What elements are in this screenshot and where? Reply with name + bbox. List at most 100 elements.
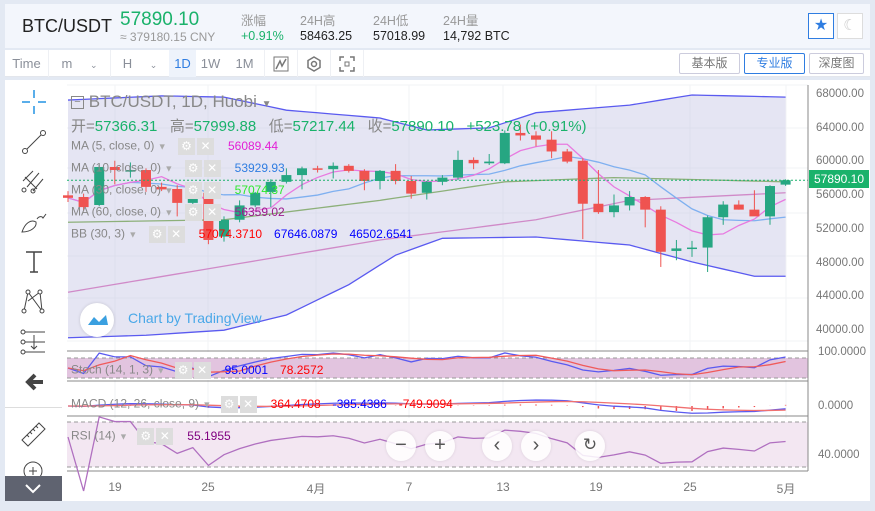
indicator-icon[interactable] [265,50,298,77]
candle-body [484,161,495,164]
candle-body [515,132,526,136]
close-icon[interactable]: ✕ [203,204,221,221]
chevron-down-icon[interactable]: ▼ [119,431,128,442]
reset-chart-button[interactable]: ↻ [575,431,605,461]
chevron-down-icon: ⌄ [149,60,158,70]
stat-value: +0.91% [241,29,284,43]
last-price-tag: 57890.10 [809,170,869,188]
pro-version-button[interactable]: 专业版 [744,53,805,74]
minute-dropdown[interactable]: m ⌄ [49,50,111,77]
close-icon[interactable]: ✕ [196,138,214,155]
chevron-down-icon[interactable]: ▼ [156,365,166,376]
stoch-legend: Stoch (14, 1, 3) ▼ ⚙ ✕ 95.0001 78.2572 [71,362,323,379]
rsi-legend: RSI (14) ▼ ⚙ ✕ 55.1955 [71,428,231,445]
last-price: 57890.10 [120,9,200,30]
price-axis-label: 48000.00 [816,256,864,269]
close-icon[interactable]: ✕ [167,226,185,243]
gear-icon[interactable]: ⚙ [184,182,202,199]
trend-line-icon[interactable] [19,127,49,157]
candle-body [765,186,775,217]
macd-signal-line [67,400,786,412]
low-label: 低= [268,118,293,135]
stat-label: 24H量 [443,14,479,28]
price-axis-label: 60000.00 [816,155,864,168]
gear-icon[interactable]: ⚙ [148,226,166,243]
interval-1d[interactable]: 1D [169,50,196,77]
chevron-down-icon[interactable]: ▼ [164,207,174,218]
candle-body [546,139,557,152]
interval-1w[interactable]: 1W [200,56,221,71]
collapse-legend-icon[interactable]: − [71,96,84,110]
indicator-legend: MA (30, close, 0) ▼ ⚙ ✕ 57074.37 [71,182,285,199]
chevron-down-icon[interactable]: ▼ [261,99,272,110]
candle-body [250,192,261,206]
moon-icon[interactable]: ☾ [837,13,863,39]
crosshair-icon[interactable] [19,87,49,117]
candle-body [702,217,713,248]
gear-icon[interactable]: ⚙ [184,160,202,177]
candle-body [468,159,479,164]
scroll-left-button[interactable]: ‹ [482,431,512,461]
depth-chart-button[interactable]: 深度图 [809,53,864,74]
close-icon[interactable]: ✕ [156,428,174,445]
hour-label: H [122,56,133,71]
collapse-button[interactable] [5,476,62,501]
candle-body [780,180,791,185]
time-button[interactable]: Time [5,50,49,77]
pitchfork-icon[interactable] [19,167,49,197]
gear-icon[interactable]: ⚙ [177,138,195,155]
time-axis-label: 13 [496,480,510,494]
rsi-axis-label: 40.0000 [818,449,860,461]
gear-icon[interactable]: ⚙ [220,396,238,413]
settings-hexagon-icon[interactable] [298,50,331,77]
favorite-star-icon[interactable]: ★ [808,13,834,39]
zoom-out-button[interactable]: − [386,431,416,461]
chevron-down-icon[interactable]: ▼ [157,141,167,152]
candle-body [187,195,198,203]
candle-body [499,132,510,164]
text-icon[interactable] [19,247,49,277]
chevron-down-icon[interactable]: ▼ [128,229,138,240]
brush-icon[interactable] [19,207,49,237]
interval-1m[interactable]: 1M [225,50,265,77]
gear-icon[interactable]: ⚙ [184,204,202,221]
price-axis-label: 44000.00 [816,290,864,303]
gear-icon[interactable]: ⚙ [174,362,192,379]
candle-body [562,151,573,162]
scroll-right-button[interactable]: › [521,431,551,461]
chevron-down-icon[interactable]: ▼ [202,399,212,410]
indicator-name: BB (30, 3) [71,226,126,241]
back-arrow-icon[interactable] [19,367,49,397]
macd-axis-label: 0.0000 [818,400,854,412]
pattern-icon[interactable] [19,287,49,317]
measure-lines-icon[interactable] [19,327,49,357]
chevron-down-icon[interactable]: ▼ [164,185,174,196]
indicator-value: 55.1955 [187,428,231,443]
close-icon[interactable]: ✕ [203,160,221,177]
gear-icon[interactable]: ⚙ [137,428,155,445]
chevron-down-icon[interactable]: ▼ [164,163,174,174]
indicator-value: -749.9094 [398,396,453,411]
candle-body [390,170,401,181]
price-axis-label: 40000.00 [816,324,864,336]
basic-version-button[interactable]: 基本版 [679,53,740,74]
candle-body [375,170,385,181]
chart-toolbar: Time m ⌄ H ⌄ 1D 1W 1M 基本版 专业版 深度图 [5,50,870,77]
close-icon[interactable]: ✕ [239,396,257,413]
close-icon[interactable]: ✕ [203,182,221,199]
candle-body [671,248,682,251]
indicator-value: 67646.0879 [274,226,338,241]
time-axis-label: 7 [405,480,413,494]
indicator-name: MA (30, close, 0) [71,182,162,197]
fullscreen-icon[interactable] [331,50,364,77]
price-cny: ≈ 379180.15 CNY [120,30,216,44]
candle-body [265,181,276,192]
hour-dropdown[interactable]: H ⌄ [111,50,169,77]
change-value: +523.78 (+0.91%) [466,118,587,135]
candle-body [718,204,729,218]
minute-label: m [61,56,73,71]
close-icon[interactable]: ✕ [193,362,211,379]
zoom-in-button[interactable]: + [425,431,455,461]
ruler-icon[interactable] [19,418,49,448]
